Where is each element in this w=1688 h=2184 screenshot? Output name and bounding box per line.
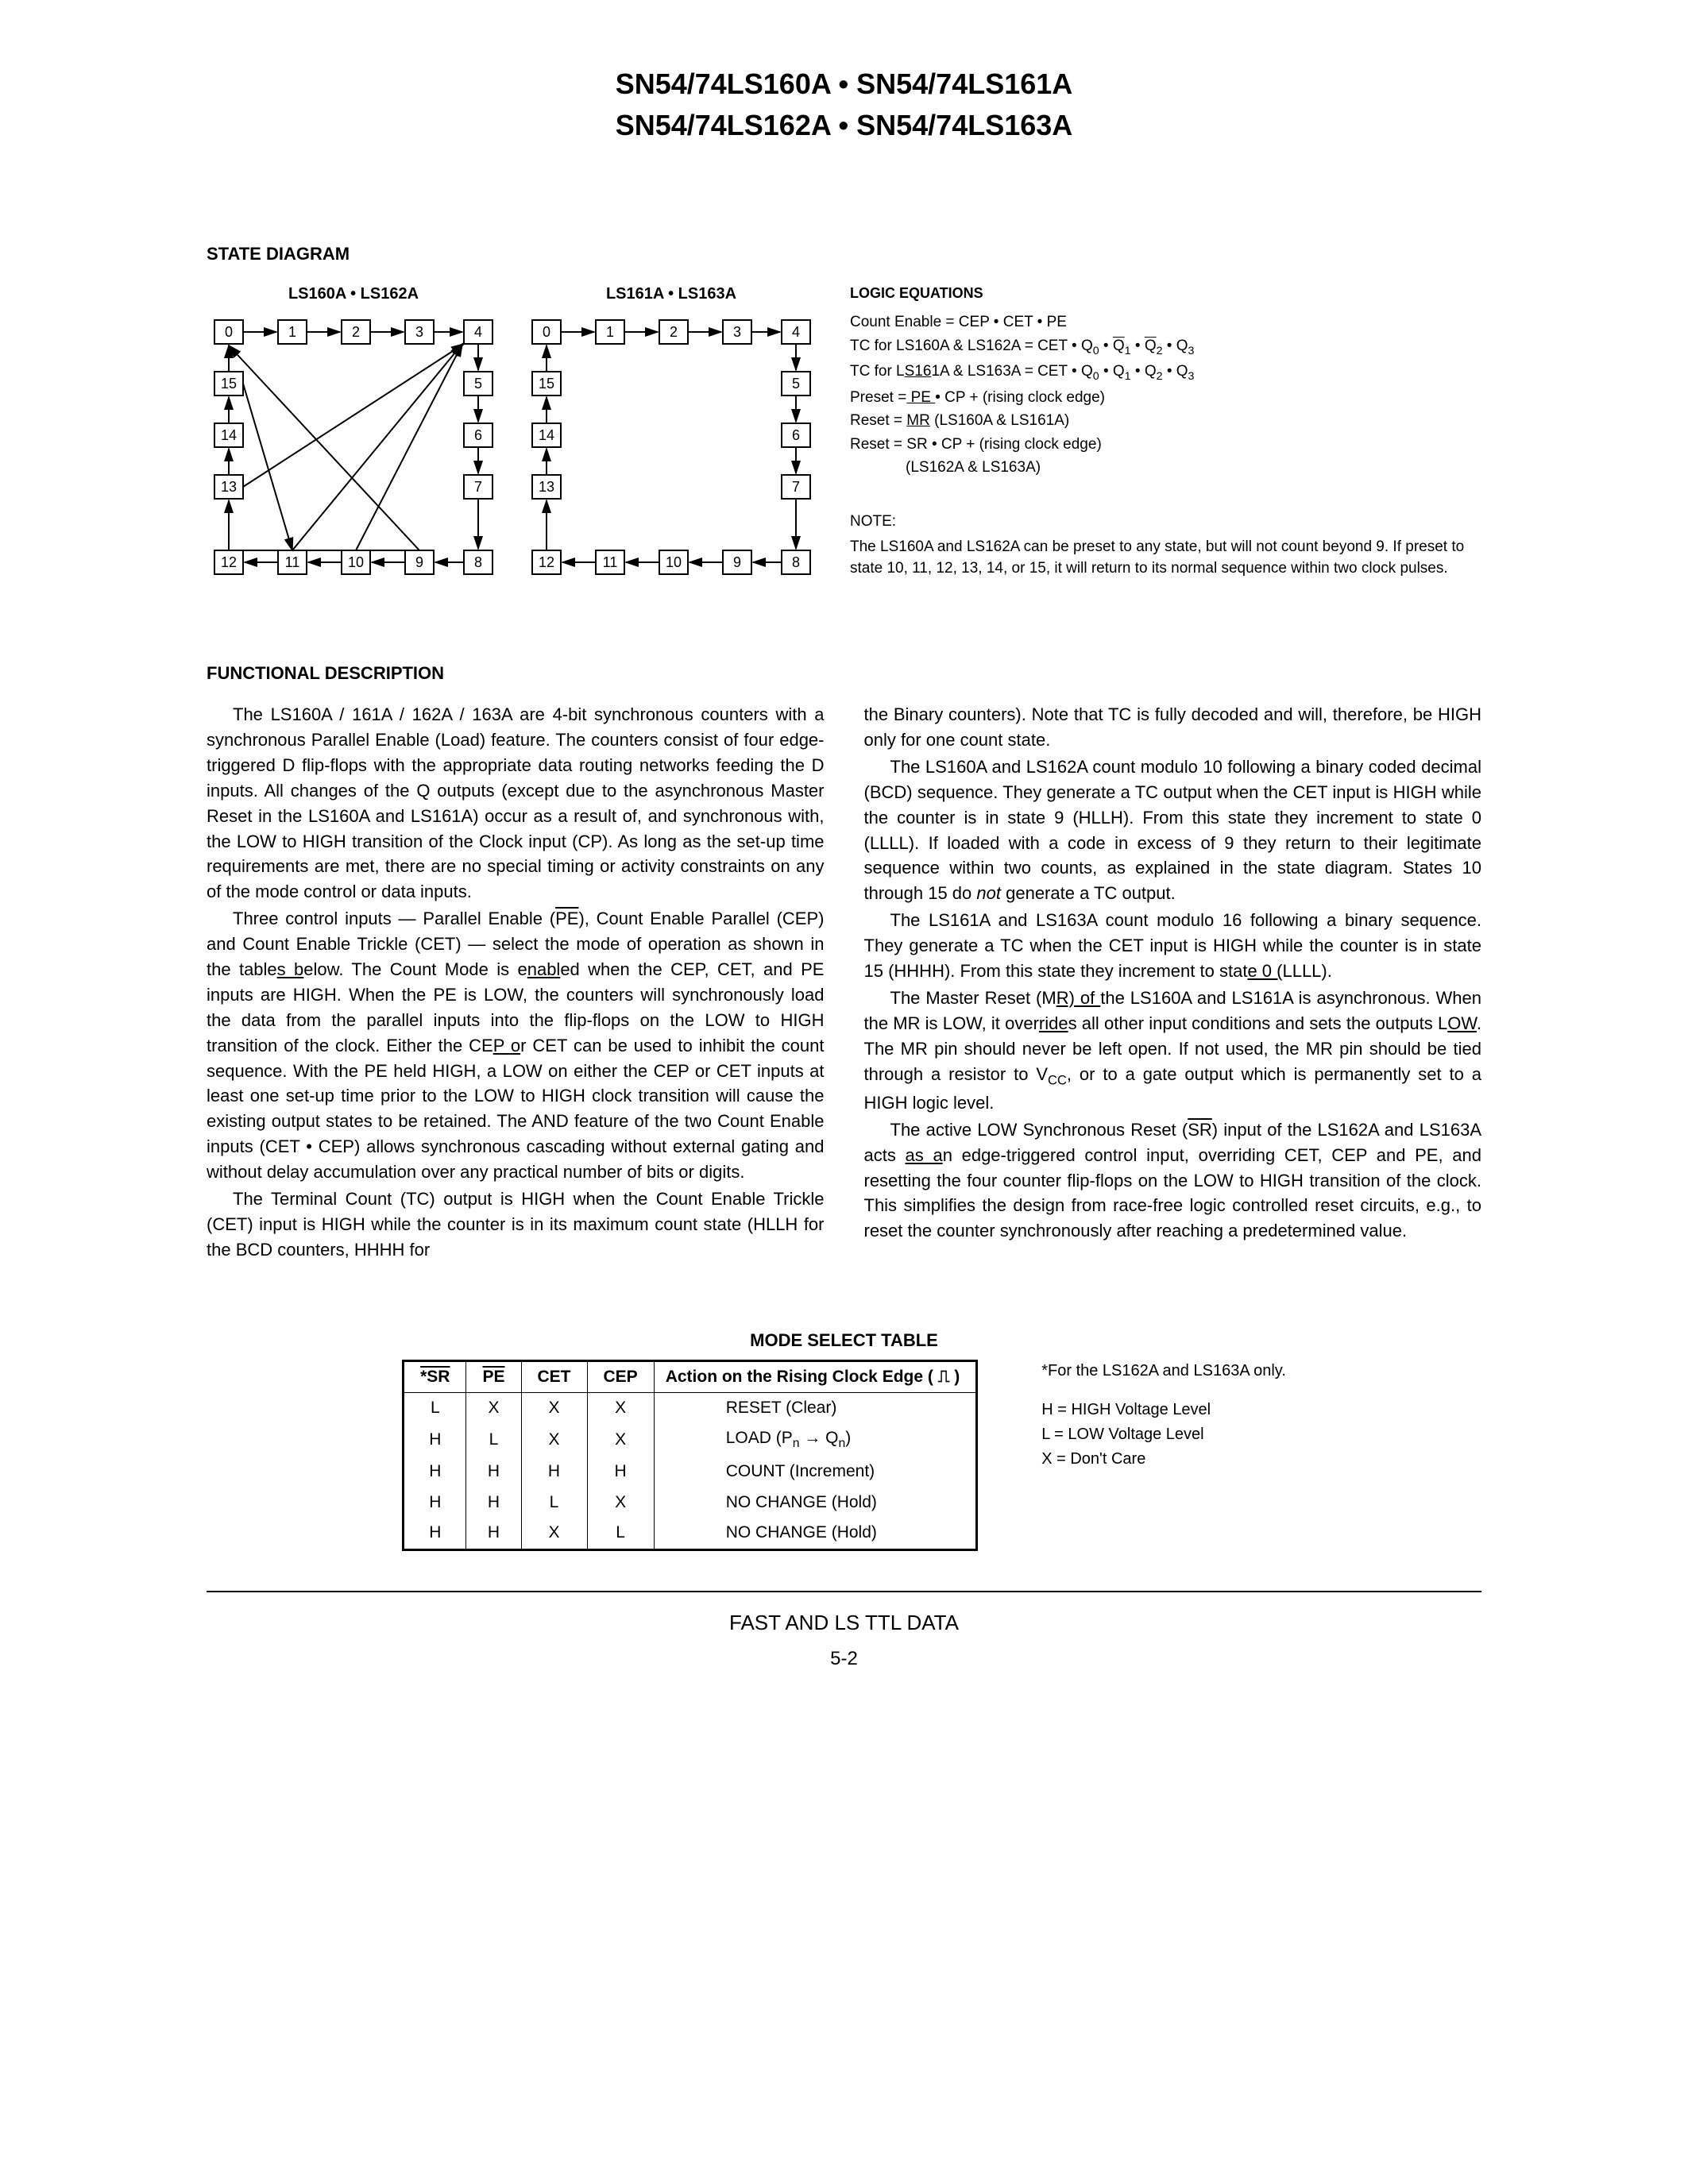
svg-text:14: 14 [539, 427, 554, 443]
svg-text:8: 8 [474, 554, 482, 570]
logic-equations-heading: LOGIC EQUATIONS [850, 283, 1481, 303]
func-p6: The LS161A and LS163A count modulo 16 fo… [864, 908, 1482, 984]
footer-page: 5-2 [207, 1646, 1481, 1673]
svg-text:9: 9 [415, 554, 423, 570]
functional-col-right: the Binary counters). Note that TC is fu… [864, 702, 1482, 1264]
svg-text:11: 11 [285, 554, 300, 570]
legend-line-1: *For the LS162A and LS163A only. [1041, 1360, 1286, 1383]
logic-line-7: (LS162A & LS163A) [850, 457, 1481, 479]
svg-text:2: 2 [670, 324, 678, 340]
mode-legend: *For the LS162A and LS163A only. H = HIG… [1041, 1360, 1286, 1472]
svg-text:10: 10 [666, 554, 682, 570]
func-p2: Three control inputs — Parallel Enable (… [207, 906, 825, 1185]
func-p5: The LS160A and LS162A count modulo 10 fo… [864, 754, 1482, 906]
svg-text:14: 14 [221, 427, 237, 443]
svg-text:0: 0 [225, 324, 233, 340]
logic-line-5: Reset = MR (LS160A & LS161A) [850, 410, 1481, 432]
note-heading: NOTE: [850, 511, 1481, 533]
title-line-2: SN54/74LS162A • SN54/74LS163A [207, 105, 1481, 146]
mode-row-3: HHLXNO CHANGE (Hold) [404, 1488, 977, 1518]
svg-text:2: 2 [352, 324, 360, 340]
mode-th-sr: *SR [404, 1360, 466, 1392]
svg-text:7: 7 [474, 479, 482, 495]
title-line-1: SN54/74LS160A • SN54/74LS161A [207, 64, 1481, 105]
mode-row-1: HLXX LOAD (Pn → Qn) [404, 1423, 977, 1457]
func-p4: the Binary counters). Note that TC is fu… [864, 702, 1482, 753]
state-diagram-right-svg: 0 1 2 3 4 5 6 7 8 9 10 11 12 13 14 15 [524, 312, 818, 590]
svg-text:1: 1 [606, 324, 614, 340]
logic-line-4: Preset = PE • CP + (rising clock edge) [850, 387, 1481, 409]
mode-select-table: *SR PE CET CEP Action on the Rising Cloc… [402, 1360, 978, 1551]
mode-th-cep: CEP [587, 1360, 654, 1392]
svg-text:5: 5 [792, 376, 800, 392]
functional-col-left: The LS160A / 161A / 162A / 163A are 4-bi… [207, 702, 825, 1264]
mode-select-title: MODE SELECT TABLE [207, 1328, 1481, 1353]
svg-text:9: 9 [733, 554, 741, 570]
func-p3: The Terminal Count (TC) output is HIGH w… [207, 1187, 825, 1263]
logic-equations-block: LOGIC EQUATIONS Count Enable = CEP • CET… [842, 283, 1481, 579]
legend-line-4: X = Don't Care [1041, 1448, 1286, 1471]
svg-text:0: 0 [543, 324, 550, 340]
svg-text:15: 15 [221, 376, 237, 392]
mode-select-wrap: *SR PE CET CEP Action on the Rising Cloc… [207, 1360, 1481, 1551]
note-body: The LS160A and LS162A can be preset to a… [850, 536, 1481, 580]
logic-line-1: Count Enable = CEP • CET • PE [850, 311, 1481, 334]
mode-row-4: HHXLNO CHANGE (Hold) [404, 1518, 977, 1549]
svg-text:11: 11 [603, 554, 618, 570]
svg-text:1: 1 [288, 324, 296, 340]
svg-text:13: 13 [539, 479, 554, 495]
svg-text:4: 4 [474, 324, 482, 340]
svg-text:3: 3 [733, 324, 741, 340]
state-diagram-row: LS160A • LS162A 0 1 2 3 4 5 6 7 8 9 10 [207, 283, 1481, 597]
svg-text:6: 6 [474, 427, 482, 443]
functional-description-heading: FUNCTIONAL DESCRIPTION [207, 661, 1481, 686]
svg-text:5: 5 [474, 376, 482, 392]
legend-line-2: H = HIGH Voltage Level [1041, 1399, 1286, 1422]
page-title: SN54/74LS160A • SN54/74LS161A SN54/74LS1… [207, 64, 1481, 146]
mode-th-action: Action on the Rising Clock Edge ( ⎍ ) [654, 1360, 977, 1392]
mode-row-0: LXXXRESET (Clear) [404, 1392, 977, 1423]
svg-text:12: 12 [221, 554, 237, 570]
footer-line: FAST AND LS TTL DATA [207, 1591, 1481, 1638]
svg-text:3: 3 [415, 324, 423, 340]
mode-row-2: HHHHCOUNT (Increment) [404, 1457, 977, 1487]
svg-text:4: 4 [792, 324, 800, 340]
state-diagram-left-svg: 0 1 2 3 4 5 6 7 8 9 10 11 12 13 14 15 [207, 312, 500, 590]
state-diagram-left: LS160A • LS162A 0 1 2 3 4 5 6 7 8 9 10 [207, 283, 500, 597]
legend-line-3: L = LOW Voltage Level [1041, 1423, 1286, 1446]
state-diagram-right: LS161A • LS163A 0 1 2 3 4 5 6 7 8 9 10 1… [524, 283, 818, 597]
mode-th-pe: PE [466, 1360, 521, 1392]
func-p1: The LS160A / 161A / 162A / 163A are 4-bi… [207, 702, 825, 905]
state-diagram-heading: STATE DIAGRAM [207, 241, 1481, 267]
logic-line-6: Reset = SR • CP + (rising clock edge) [850, 434, 1481, 456]
functional-description-body: The LS160A / 161A / 162A / 163A are 4-bi… [207, 702, 1481, 1264]
svg-text:10: 10 [348, 554, 364, 570]
svg-text:15: 15 [539, 376, 554, 392]
svg-text:8: 8 [792, 554, 800, 570]
svg-text:13: 13 [221, 479, 237, 495]
func-p8: The active LOW Synchronous Reset (SR) in… [864, 1117, 1482, 1244]
state-diagram-right-label: LS161A • LS163A [524, 283, 818, 306]
logic-line-3: TC for LS161A & LS163A = CET • Q0 • Q1 •… [850, 361, 1481, 384]
logic-line-2: TC for LS160A & LS162A = CET • Q0 • Q1 •… [850, 335, 1481, 359]
svg-text:6: 6 [792, 427, 800, 443]
state-diagram-left-label: LS160A • LS162A [207, 283, 500, 306]
svg-text:12: 12 [539, 554, 554, 570]
svg-text:7: 7 [792, 479, 800, 495]
func-p7: The Master Reset (MR) of the LS160A and … [864, 986, 1482, 1116]
mode-th-cet: CET [521, 1360, 587, 1392]
